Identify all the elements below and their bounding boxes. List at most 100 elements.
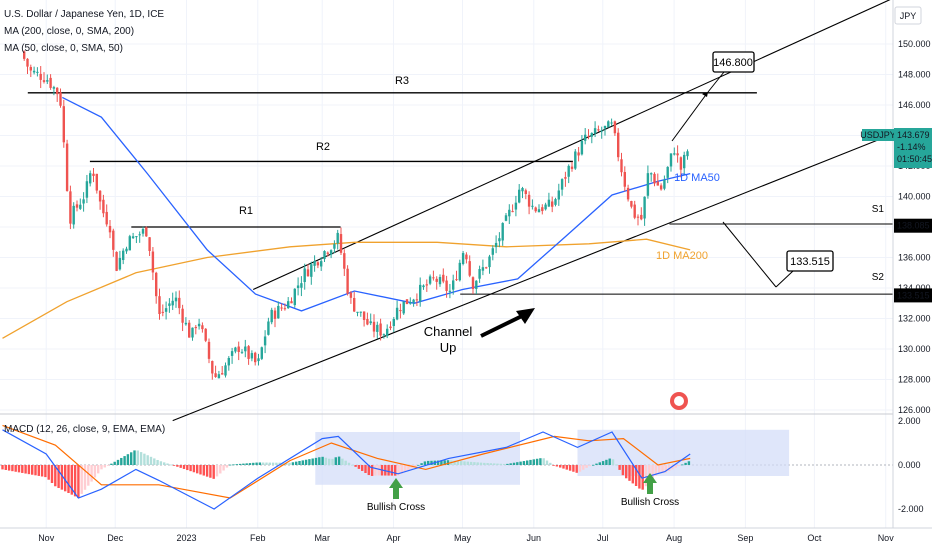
candle-body <box>419 284 422 302</box>
macd-histogram-bar <box>575 465 578 473</box>
macd-histogram-bar <box>87 465 90 486</box>
candle-body <box>412 299 415 303</box>
candle-body <box>633 204 636 218</box>
macd-histogram-bar <box>502 463 506 465</box>
candle-body <box>524 190 527 195</box>
macd-histogram-bar <box>133 450 136 465</box>
channel-label-line2: Up <box>440 340 457 355</box>
macd-histogram-bar <box>248 463 252 465</box>
candle-body <box>254 352 257 363</box>
candle-body <box>293 288 296 306</box>
macd-histogram-bar <box>235 464 238 465</box>
symbol-legend[interactable]: U.S. Dollar / Japanese Yen, 1D, ICE <box>4 9 165 20</box>
macd-histogram-bar <box>7 465 11 471</box>
candle-body <box>131 236 135 239</box>
candle-body <box>580 140 584 155</box>
candle-body <box>402 301 405 314</box>
channel-upper-line <box>252 0 891 291</box>
candle-body <box>300 283 303 288</box>
candle-body <box>290 301 293 304</box>
macd-histogram-bar <box>60 465 64 490</box>
candle-body <box>118 257 122 270</box>
macd-histogram-bar <box>644 465 648 487</box>
macd-histogram-bar <box>361 465 364 471</box>
candle-body <box>458 262 461 281</box>
ma50-legend[interactable]: MA (50, close, 0, SMA, 50) <box>4 43 123 54</box>
candle-body <box>468 261 471 276</box>
macd-histogram-bar <box>529 459 532 465</box>
candle-body <box>488 256 491 268</box>
target-top-arrowhead <box>702 92 708 97</box>
candle-body <box>640 214 643 220</box>
macd-histogram-bar <box>113 461 116 465</box>
macd-histogram-bar <box>215 465 219 477</box>
macd-histogram-bar <box>430 460 433 465</box>
macd-histogram-bar <box>453 460 456 465</box>
candle-body <box>320 261 323 267</box>
candle-body <box>597 129 600 131</box>
macd-legend[interactable]: MACD (12, 26, close, 9, EMA, EMA) <box>4 424 166 435</box>
macd-highlight-boxes <box>315 429 790 485</box>
symbol-tag-label: USDJPY <box>860 130 896 140</box>
macd-histogram-bar <box>400 465 403 474</box>
macd-histogram-bar <box>394 465 397 476</box>
candle-body <box>227 357 230 366</box>
time-axis-label: 2023 <box>176 533 196 543</box>
candle-body <box>204 328 207 341</box>
target-bottom-box <box>786 250 834 272</box>
macd-histogram-bar <box>588 465 592 467</box>
macd-histogram-bar <box>202 465 205 476</box>
macd-histogram-bar <box>304 459 308 465</box>
candle-body <box>89 173 92 184</box>
macd-histogram-bar <box>578 465 582 472</box>
candle-body <box>168 303 171 306</box>
channel-label-line1: Channel <box>424 324 473 339</box>
candle-body <box>260 347 263 359</box>
candle-body <box>194 326 197 329</box>
candle-body <box>108 225 112 233</box>
macd-histogram-bar <box>341 458 344 465</box>
ma200-legend[interactable]: MA (200, close, 0, SMA, 200) <box>4 26 135 37</box>
macd-histogram-bar <box>641 465 644 490</box>
macd-histogram-bar <box>397 465 400 476</box>
candle-body <box>465 254 468 260</box>
macd-histogram-bar <box>674 465 677 468</box>
current-price-tag <box>894 128 932 168</box>
target-top-leader <box>707 71 725 93</box>
macd-histogram-bar <box>351 464 354 466</box>
macd-histogram-bar <box>14 465 17 472</box>
candle-body <box>366 319 369 325</box>
macd-histogram-bar <box>40 465 44 477</box>
candle-body <box>52 87 56 89</box>
macd-histogram-bar <box>321 456 324 465</box>
macd-histogram-bar <box>4 465 7 470</box>
candle-body <box>669 153 673 167</box>
macd-histogram-bar <box>64 465 67 492</box>
r2-label: R2 <box>316 141 330 153</box>
candle-body <box>174 297 178 302</box>
time-axis-label: Sep <box>737 533 753 543</box>
candle-body <box>164 308 168 312</box>
candle-body <box>95 173 98 191</box>
macd-highlight-box <box>577 429 790 476</box>
candle-body <box>56 87 59 95</box>
macd-histogram-bar <box>631 465 634 484</box>
current-price-countdown: 01:50:45 <box>897 154 932 164</box>
time-axis-label: Jun <box>527 533 542 543</box>
candle-body <box>42 80 46 82</box>
macd-histogram-bar <box>17 465 21 473</box>
candle-body <box>577 152 580 156</box>
macd-histogram-bar <box>611 459 615 465</box>
macd-histogram-bar <box>446 460 450 465</box>
candle-body <box>353 298 356 312</box>
macd-histogram-bar <box>130 452 133 465</box>
candle-body <box>343 253 346 269</box>
candle-body <box>508 209 511 217</box>
candle-body <box>329 250 333 255</box>
candle-body <box>359 311 362 313</box>
macd-histogram-bar <box>288 462 291 465</box>
price-tick-label: 146.000 <box>898 100 931 110</box>
macd-histogram-bar <box>466 461 469 465</box>
candle-body <box>593 128 597 134</box>
